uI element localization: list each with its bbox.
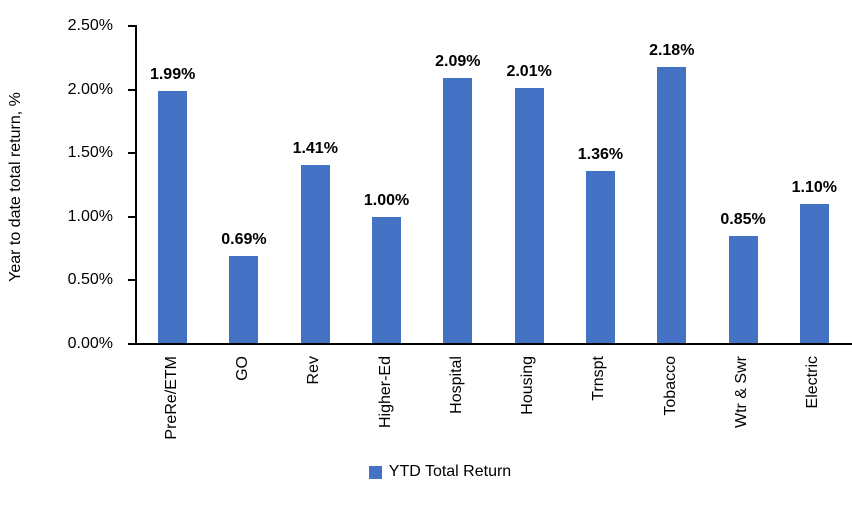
category-label: Rev bbox=[305, 356, 323, 385]
y-tick-mark bbox=[128, 152, 137, 155]
category-label: Housing bbox=[519, 356, 537, 415]
legend-swatch-icon bbox=[368, 465, 382, 479]
legend: YTD Total Return bbox=[0, 463, 852, 481]
y-tick-mark bbox=[128, 25, 137, 27]
value-label: 0.69% bbox=[221, 231, 267, 249]
value-label: 2.18% bbox=[649, 41, 695, 59]
legend-label: YTD Total Return bbox=[388, 463, 512, 480]
y-tick-label: 0.50% bbox=[67, 271, 113, 289]
y-tick-label: 2.00% bbox=[67, 80, 113, 98]
bar bbox=[514, 88, 544, 344]
bar bbox=[585, 171, 615, 344]
bar bbox=[799, 204, 829, 344]
bar bbox=[158, 90, 188, 344]
value-label: 2.01% bbox=[506, 63, 552, 81]
category-label: Hospital bbox=[447, 356, 465, 414]
y-tick-label: 2.50% bbox=[67, 17, 113, 34]
y-axis-line bbox=[135, 26, 137, 345]
category-label: Higher-Ed bbox=[376, 356, 394, 429]
value-label: 1.00% bbox=[363, 191, 410, 209]
y-tick-mark bbox=[128, 88, 137, 91]
value-label: 1.36% bbox=[577, 146, 624, 163]
category-label: GO bbox=[233, 356, 251, 381]
bar bbox=[229, 256, 259, 344]
y-tick-label: 1.50% bbox=[67, 144, 113, 162]
value-label: 1.10% bbox=[791, 179, 838, 197]
value-label: 1.99% bbox=[149, 65, 196, 83]
bar bbox=[372, 216, 402, 344]
bar bbox=[300, 164, 330, 344]
y-tick-mark bbox=[128, 279, 137, 282]
category-label: PreRe/ETM bbox=[162, 356, 180, 440]
x-axis-line bbox=[128, 343, 852, 345]
bar bbox=[728, 235, 758, 344]
y-tick-label: 1.00% bbox=[67, 207, 113, 225]
category-label: Tobacco bbox=[661, 356, 679, 416]
value-label: 0.85% bbox=[720, 210, 766, 228]
y-tick-label: 0.00% bbox=[67, 335, 113, 352]
category-label: Wtr & Swr bbox=[733, 356, 751, 428]
category-label: Electric bbox=[804, 356, 822, 409]
bar bbox=[657, 66, 687, 344]
y-tick-mark bbox=[128, 215, 137, 218]
bar bbox=[443, 78, 473, 344]
value-label: 2.09% bbox=[435, 53, 481, 71]
value-label: 1.41% bbox=[292, 139, 338, 157]
category-label: Trnspt bbox=[590, 356, 608, 401]
